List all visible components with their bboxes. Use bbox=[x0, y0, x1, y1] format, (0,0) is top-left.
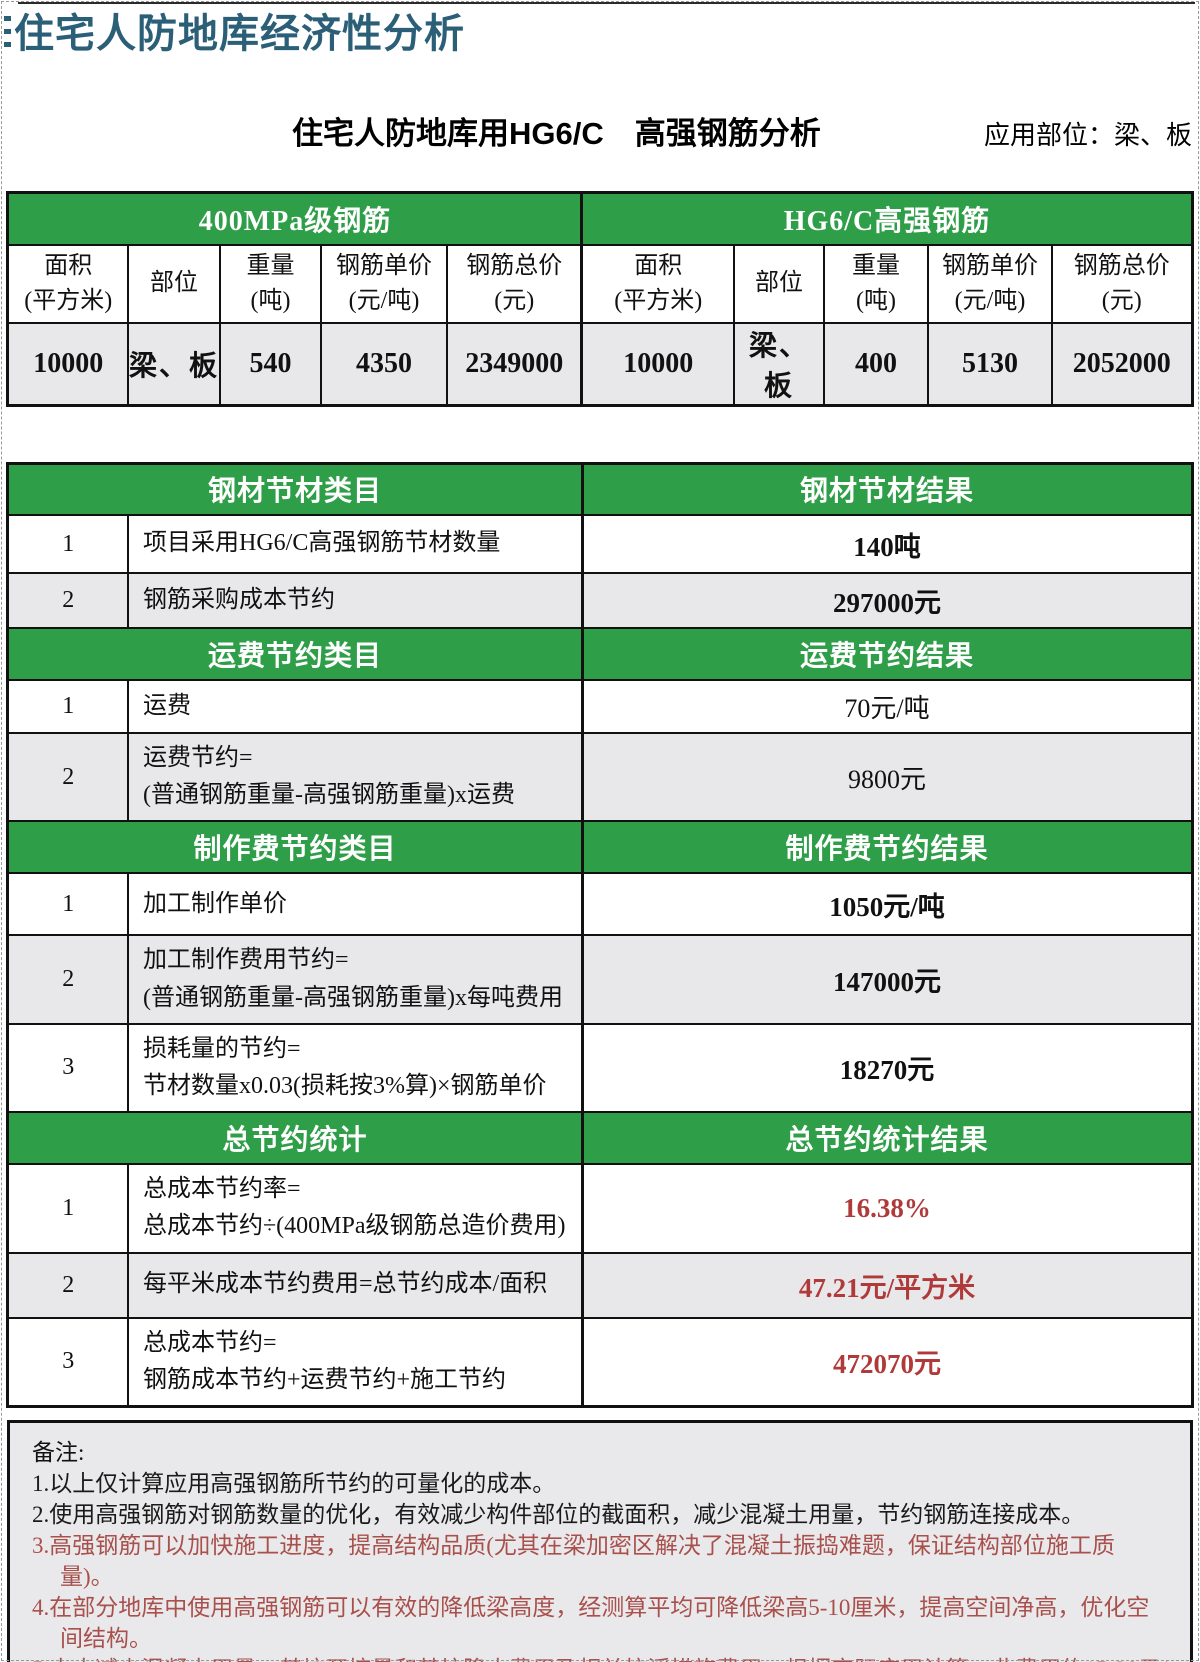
col-header-unit-price: 钢筋单价 (元/吨) bbox=[319, 243, 448, 324]
table-row: 1 项目采用HG6/C高强钢筋节材数量 140吨 bbox=[6, 514, 1193, 574]
col-header-unit-price: 钢筋单价 (元/吨) bbox=[926, 243, 1053, 324]
row-result: 70元/吨 bbox=[580, 679, 1193, 734]
row-number: 1 bbox=[6, 1163, 129, 1254]
row-label: 损耗量的节约= 节材数量x0.03(损耗按3%算)×钢筋单价 bbox=[126, 1022, 584, 1114]
clipped-character-fragment bbox=[4, 16, 11, 50]
row-label: 运费节约= (普通钢筋重量-高强钢筋重量)x运费 bbox=[126, 731, 584, 823]
note-item-2: 2.使用高强钢筋对钢筋数量的优化，有效减少构件部位的截面积，减少混凝土用量，节约… bbox=[32, 1501, 1085, 1527]
row-result: 9800元 bbox=[580, 731, 1193, 823]
left-total-price-value: 2349000 bbox=[445, 321, 583, 406]
row-label: 项目采用HG6/C高强钢筋节材数量 bbox=[126, 514, 584, 574]
page-title-text: 住宅人防地库经济性分析 bbox=[14, 12, 465, 56]
section-header-total-result: 总节约统计结果 bbox=[580, 1111, 1193, 1166]
savings-sections-table: 钢材节材类目 钢材节材结果 1 项目采用HG6/C高强钢筋节材数量 140吨 2… bbox=[6, 461, 1194, 1408]
right-part-value: 梁、板 bbox=[732, 321, 825, 406]
row-number: 2 bbox=[6, 934, 129, 1025]
col-header-weight: 重量 (吨) bbox=[822, 243, 929, 324]
table-row: 3 损耗量的节约= 节材数量x0.03(损耗按3%算)×钢筋单价 18270元 bbox=[6, 1022, 1193, 1114]
col-header-part: 部位 bbox=[732, 243, 825, 324]
right-unit-price-value: 5130 bbox=[926, 321, 1053, 406]
row-result: 16.38% bbox=[580, 1163, 1193, 1254]
table-row: 2 每平米成本节约费用=总节约成本/面积 47.21元/平方米 bbox=[6, 1251, 1193, 1319]
note-item-3: 3.高强钢筋可以加快施工进度，提高结构品质(尤其在梁加密区解决了混凝土振捣难题，… bbox=[32, 1532, 1115, 1589]
table-row: 2 运费节约= (普通钢筋重量-高强钢筋重量)x运费 9800元 bbox=[6, 731, 1193, 823]
table-row: 1 加工制作单价 1050元/吨 bbox=[6, 872, 1193, 937]
row-label: 总成本节约率= 总成本节约÷(400MPa级钢筋总造价费用) bbox=[126, 1163, 584, 1254]
col-header-total-price: 钢筋总价 (元) bbox=[445, 243, 583, 324]
table-row: 2 钢筋采购成本节约 297000元 bbox=[6, 572, 1193, 629]
left-area-value: 10000 bbox=[6, 321, 129, 406]
row-number: 1 bbox=[6, 872, 129, 937]
col-header-area: 面积 (平方米) bbox=[580, 243, 735, 324]
row-number: 3 bbox=[6, 1316, 129, 1408]
row-result: 140吨 bbox=[580, 514, 1193, 574]
section-header-steel-result: 钢材节材结果 bbox=[580, 462, 1193, 516]
row-label: 每平米成本节约费用=总节约成本/面积 bbox=[126, 1251, 584, 1319]
right-weight-value: 400 bbox=[822, 321, 929, 406]
row-result: 18270元 bbox=[580, 1022, 1193, 1114]
row-result: 1050元/吨 bbox=[580, 872, 1193, 937]
row-result: 47.21元/平方米 bbox=[580, 1251, 1193, 1319]
left-part-value: 梁、板 bbox=[126, 321, 221, 406]
note-item-1: 1.以上仅计算应用高强钢筋所节约的可量化的成本。 bbox=[32, 1470, 556, 1496]
notes-title: 备注: bbox=[32, 1439, 85, 1465]
section-header-fabrication-category: 制作费节约类目 bbox=[6, 820, 584, 875]
page-title: 住宅人防地库经济性分析 bbox=[4, 10, 1200, 58]
section-header-total-category: 总节约统计 bbox=[6, 1111, 584, 1166]
top-rule-line bbox=[18, 2, 1195, 4]
section-header-fabrication-result: 制作费节约结果 bbox=[580, 820, 1193, 875]
row-number: 2 bbox=[6, 1251, 129, 1319]
row-label: 钢筋采购成本节约 bbox=[126, 572, 584, 629]
table-title: 住宅人防地库用HG6/C 高强钢筋分析 bbox=[292, 116, 821, 151]
col-header-part: 部位 bbox=[126, 243, 221, 324]
rebar-comparison-table: 400MPa级钢筋 HG6/C高强钢筋 面积 (平方米) 部位 重量 (吨) 钢… bbox=[6, 191, 1194, 407]
row-number: 1 bbox=[6, 679, 129, 734]
row-result: 297000元 bbox=[580, 572, 1193, 629]
row-number: 3 bbox=[6, 1022, 129, 1114]
row-label: 运费 bbox=[126, 679, 584, 734]
row-number: 2 bbox=[6, 731, 129, 823]
left-weight-value: 540 bbox=[218, 321, 322, 406]
row-number: 1 bbox=[6, 514, 129, 574]
table-row: 1 总成本节约率= 总成本节约÷(400MPa级钢筋总造价费用) 16.38% bbox=[6, 1163, 1193, 1254]
section-header-freight-category: 运费节约类目 bbox=[6, 627, 584, 681]
row-label: 加工制作单价 bbox=[126, 872, 584, 937]
row-label: 总成本节约= 钢筋成本节约+运费节约+施工节约 bbox=[126, 1316, 584, 1408]
left-section-header: 400MPa级钢筋 bbox=[6, 191, 583, 246]
right-area-value: 10000 bbox=[580, 321, 735, 406]
subtitle-row: 住宅人防地库用HG6/C 高强钢筋分析 应用部位：梁、板 bbox=[8, 116, 1192, 153]
left-unit-price-value: 4350 bbox=[319, 321, 448, 406]
table-row: 3 总成本节约= 钢筋成本节约+运费节约+施工节约 472070元 bbox=[6, 1316, 1193, 1408]
notes-block: 备注: 1.以上仅计算应用高强钢筋所节约的可量化的成本。 2.使用高强钢筋对钢筋… bbox=[7, 1419, 1193, 1662]
row-label: 加工制作费用节约= (普通钢筋重量-高强钢筋重量)x每吨费用 bbox=[126, 934, 584, 1025]
note-item-4: 4.在部分地库中使用高强钢筋可以有效的降低梁高度，经测算平均可降低梁高5-10厘… bbox=[32, 1594, 1150, 1651]
section-header-freight-result: 运费节约结果 bbox=[580, 627, 1193, 681]
row-result: 472070元 bbox=[580, 1316, 1193, 1408]
col-header-total-price: 钢筋总价 (元) bbox=[1050, 243, 1194, 324]
table-row: 2 加工制作费用节约= (普通钢筋重量-高强钢筋重量)x每吨费用 147000元 bbox=[6, 934, 1193, 1025]
table-row: 1 运费 70元/吨 bbox=[6, 679, 1193, 734]
section-header-steel-category: 钢材节材类目 bbox=[6, 462, 584, 516]
application-note: 应用部位：梁、板 bbox=[983, 120, 1192, 150]
col-header-area: 面积 (平方米) bbox=[6, 243, 129, 324]
row-number: 2 bbox=[6, 572, 129, 629]
right-section-header: HG6/C高强钢筋 bbox=[580, 191, 1194, 246]
row-result: 147000元 bbox=[580, 934, 1193, 1025]
right-total-price-value: 2052000 bbox=[1050, 321, 1194, 406]
col-header-weight: 重量 (吨) bbox=[218, 243, 322, 324]
note-item-5: 5.大大减少混凝土用量、基坑开挖量和基坑降水费用及相关抗浮措施费用。根据实际应用… bbox=[32, 1654, 1168, 1662]
